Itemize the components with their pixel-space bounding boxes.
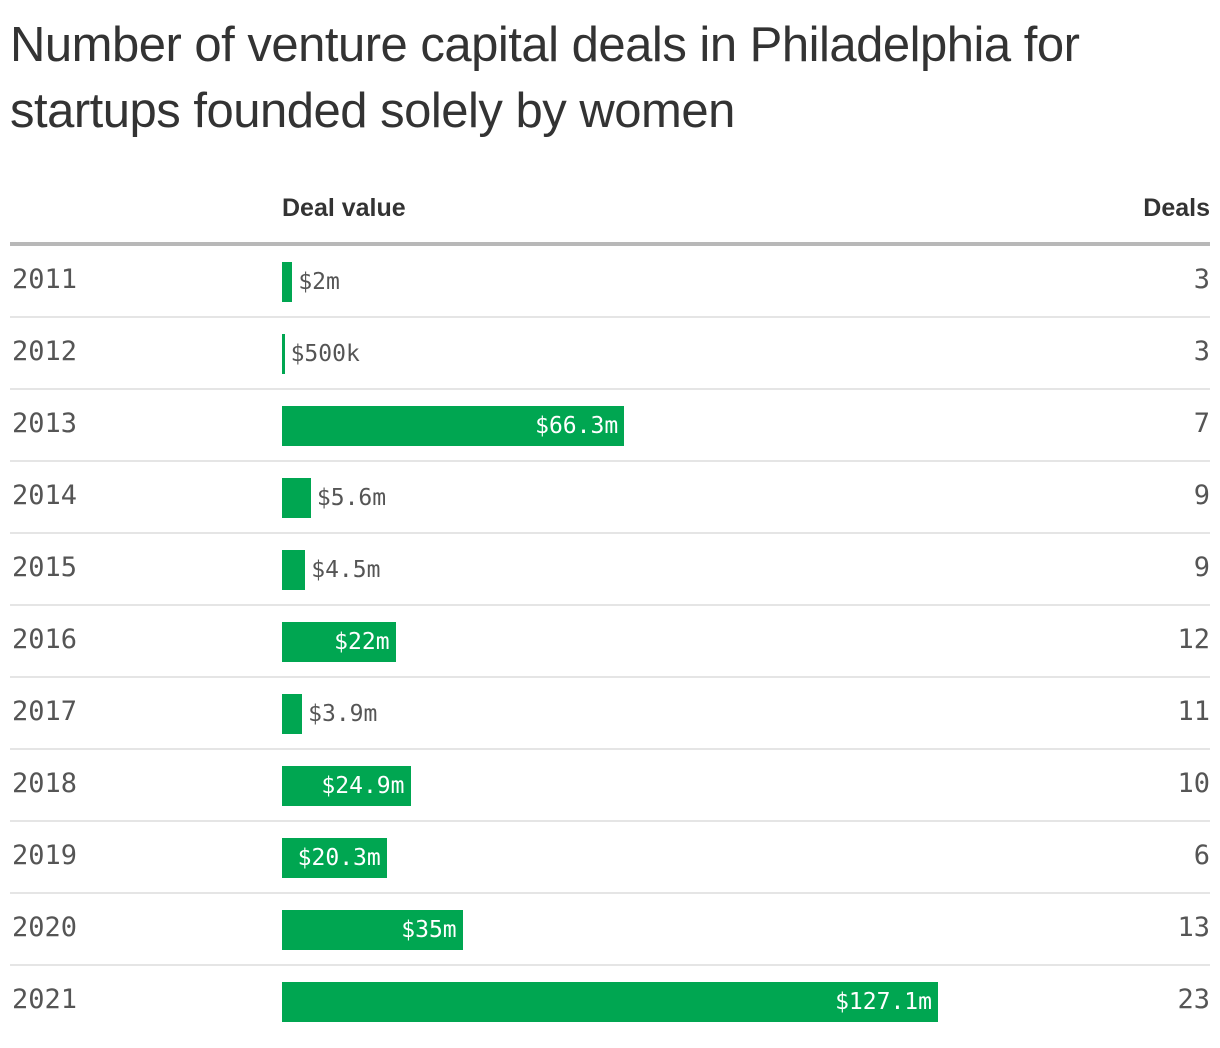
table-row: 2012 $500k 3 (10, 318, 1210, 390)
year-label: 2021 (12, 984, 78, 1015)
table-row: 2016 $22m 12 (10, 606, 1210, 678)
column-header-deal-value: Deal value (282, 194, 406, 222)
column-header-deals: Deals (1143, 194, 1210, 222)
table-row: 2020 $35m 13 (10, 894, 1210, 966)
deal-value-label: $66.3m (535, 413, 619, 439)
table-row: 2011 $2m 3 (10, 246, 1210, 318)
deal-value-bar (282, 982, 938, 1022)
deals-count: 12 (1177, 624, 1210, 655)
table-row: 2021 $127.1m 23 (10, 966, 1210, 1038)
deals-count: 3 (1193, 264, 1210, 295)
deal-value-label: $3.9m (308, 701, 378, 727)
year-label: 2011 (12, 264, 78, 295)
deal-value-label: $2m (298, 269, 340, 295)
table-row: 2014 $5.6m 9 (10, 462, 1210, 534)
year-label: 2018 (12, 768, 78, 799)
deal-value-bar (282, 694, 303, 734)
deal-value-bar (282, 550, 306, 590)
chart-rows: 2011 $2m 3 2012 $500k 3 2013 $66.3m 7 2014 $5.6m 9 2… (10, 246, 1210, 1038)
deal-value-bar (282, 766, 411, 806)
chart-title: Number of venture capital deals in Phila… (10, 18, 1080, 138)
table-row: 2013 $66.3m 7 (10, 390, 1210, 462)
deals-count: 10 (1177, 768, 1210, 799)
deal-value-bar (282, 622, 396, 662)
deal-value-label: $24.9m (321, 773, 405, 799)
year-label: 2013 (12, 408, 78, 439)
deals-count: 9 (1193, 552, 1210, 583)
header-divider (10, 242, 1210, 246)
year-label: 2014 (12, 480, 78, 511)
table-header: Deal value Deals (10, 194, 1210, 228)
year-label: 2019 (12, 840, 78, 871)
year-label: 2015 (12, 552, 78, 583)
year-label: 2016 (12, 624, 78, 655)
deal-value-label: $4.5m (311, 557, 381, 583)
table-row: 2017 $3.9m 11 (10, 678, 1210, 750)
deal-value-label: $127.1m (835, 989, 932, 1015)
table-row: 2015 $4.5m 9 (10, 534, 1210, 606)
deal-value-bar (282, 406, 625, 446)
deal-value-label: $20.3m (297, 845, 381, 871)
table-row: 2018 $24.9m 10 (10, 750, 1210, 822)
deal-value-label: $5.6m (316, 485, 387, 511)
deal-value-bar (282, 910, 463, 950)
deal-value-label: $22m (334, 629, 390, 655)
deal-value-bar (282, 262, 293, 302)
deals-count: 6 (1193, 840, 1210, 871)
deals-count: 23 (1177, 984, 1210, 1015)
deal-value-label: $35m (401, 917, 457, 943)
deals-count: 11 (1177, 696, 1210, 727)
deals-count: 9 (1193, 480, 1210, 511)
deal-value-bar (282, 478, 311, 518)
year-label: 2012 (12, 336, 78, 367)
deal-value-bar (282, 334, 285, 374)
deal-value-label: $500k (290, 341, 360, 367)
deal-value-bar (282, 838, 387, 878)
deals-count: 7 (1193, 408, 1210, 439)
year-label: 2017 (12, 696, 78, 727)
deals-count: 3 (1193, 336, 1210, 367)
deals-count: 13 (1177, 912, 1210, 943)
table-row: 2019 $20.3m 6 (10, 822, 1210, 894)
year-label: 2020 (12, 912, 78, 943)
